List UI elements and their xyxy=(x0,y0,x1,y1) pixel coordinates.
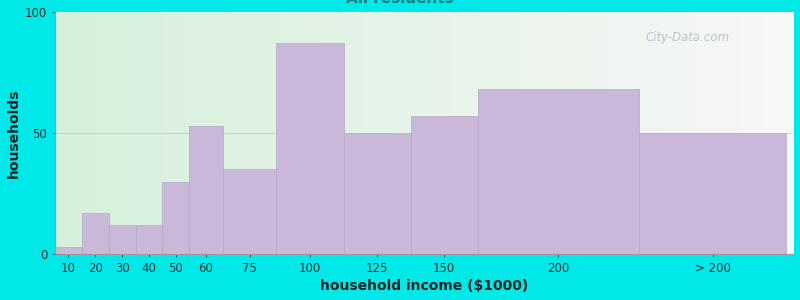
Bar xyxy=(189,126,222,254)
Bar xyxy=(410,116,478,254)
Bar xyxy=(82,213,109,254)
Y-axis label: households: households xyxy=(7,88,21,178)
X-axis label: household income ($1000): household income ($1000) xyxy=(320,279,528,293)
Bar xyxy=(109,225,135,254)
Bar xyxy=(638,133,786,254)
Bar xyxy=(55,247,82,254)
Bar xyxy=(135,225,162,254)
Text: All residents: All residents xyxy=(346,0,454,6)
Bar xyxy=(222,169,277,254)
Bar xyxy=(478,89,638,254)
Bar xyxy=(343,133,410,254)
Bar xyxy=(277,44,343,254)
Bar xyxy=(162,182,189,254)
Text: City-Data.com: City-Data.com xyxy=(646,31,730,44)
